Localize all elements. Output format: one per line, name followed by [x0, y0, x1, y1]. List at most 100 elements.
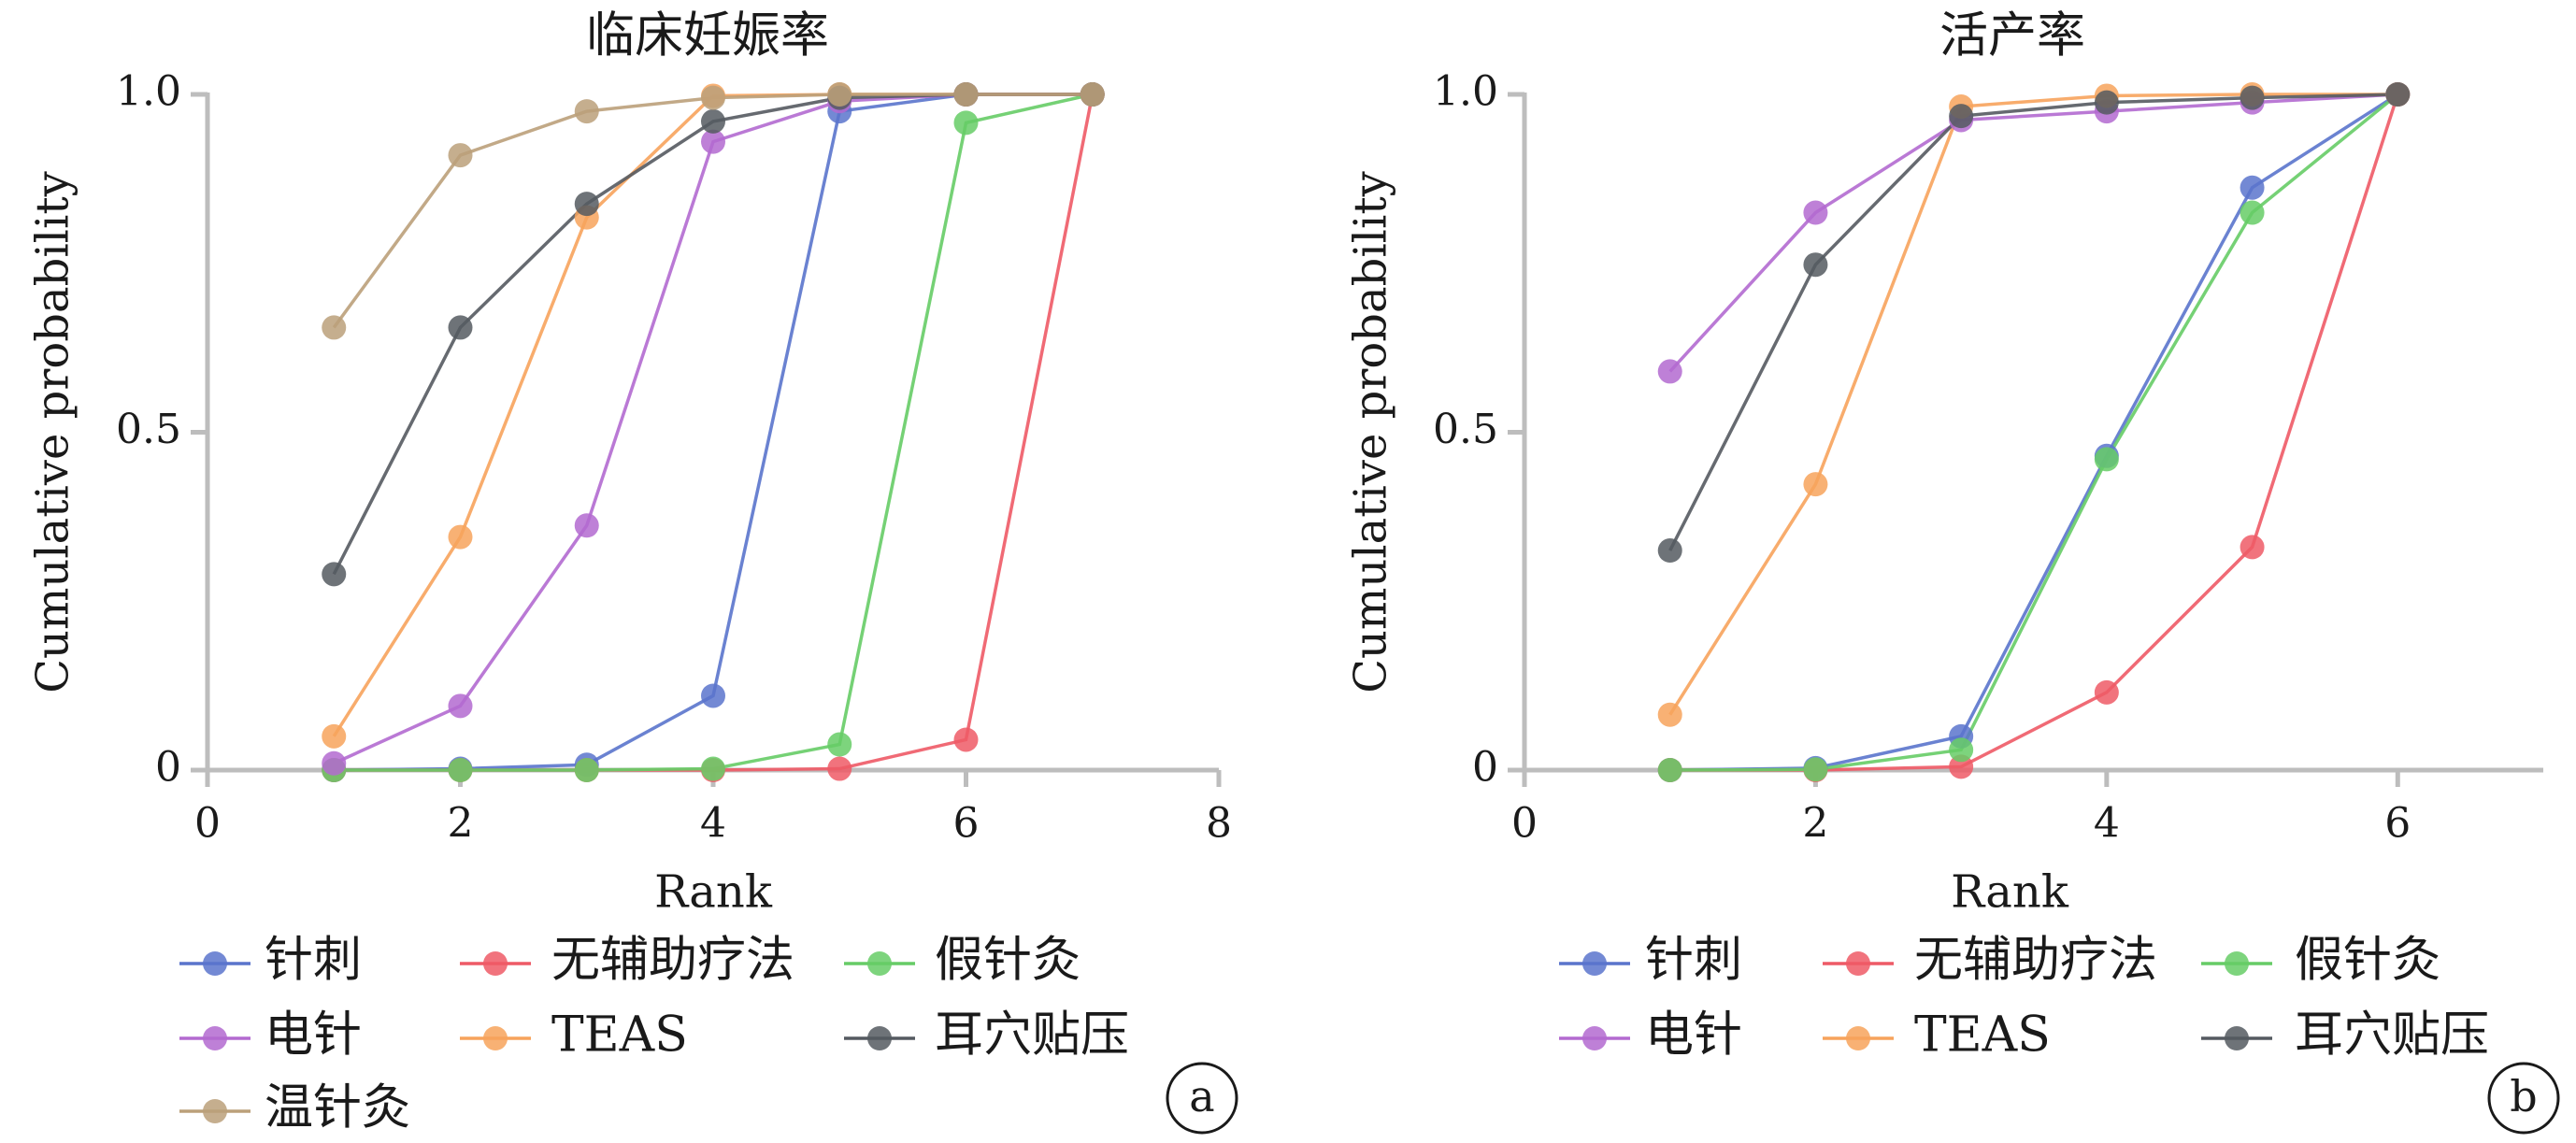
panel-letter-circle: [1166, 1062, 1238, 1135]
x-tick-label: 2: [1802, 800, 1828, 848]
legend-item: 电针: [179, 1007, 362, 1064]
y-tick-label: 1.0: [116, 68, 181, 116]
legend-swatch-marker: [203, 1026, 227, 1050]
series-line-5: [1668, 93, 2398, 551]
legend-item: TEAS: [1823, 1007, 2051, 1064]
panel-letter: a: [1189, 1071, 1214, 1122]
data-point: [574, 99, 599, 124]
legend-item: 耳穴贴压: [2201, 1007, 2489, 1064]
panel-letter-circle: [2487, 1062, 2560, 1135]
data-point: [448, 758, 473, 782]
y-tick-label: 0: [1472, 744, 1498, 792]
x-tick-label: 0: [1511, 800, 1538, 848]
legend-swatch-marker: [2225, 1026, 2249, 1050]
data-point: [1657, 359, 1682, 384]
data-point: [1657, 702, 1682, 727]
data-point: [2240, 85, 2265, 110]
legend-item: TEAS: [460, 1007, 688, 1064]
legend-label: 针刺: [1645, 933, 1742, 989]
y-tick-label: 1.0: [1433, 68, 1498, 116]
data-point: [1803, 200, 1828, 225]
legend-swatch-marker: [867, 951, 892, 976]
legend-swatch-marker: [1582, 1026, 1607, 1050]
legend-label: 针刺: [265, 933, 362, 989]
data-point: [953, 82, 979, 107]
legend-item: 电针: [1559, 1007, 1742, 1064]
series-line-4: [1668, 93, 2398, 716]
data-point: [2240, 535, 2265, 560]
legend-label: 耳穴贴压: [2295, 1007, 2489, 1064]
series-line-1: [334, 93, 1095, 772]
y-axis-title: Cumulative probability: [1345, 171, 1397, 693]
x-tick-label: 2: [448, 800, 474, 848]
x-axis-title: Rank: [654, 866, 773, 919]
legend-label: 电针: [1645, 1007, 1742, 1064]
data-point: [827, 756, 852, 781]
legend-item: 假针灸: [844, 933, 1080, 989]
legend-label: TEAS: [1914, 1007, 2051, 1064]
series-line-4: [332, 93, 1093, 737]
legend-item: 针刺: [1559, 933, 1742, 989]
x-tick-label: 4: [2094, 800, 2120, 848]
legend-label: 温针灸: [265, 1080, 410, 1136]
legend-swatch-marker: [1846, 951, 1870, 976]
legend-swatch-marker: [1846, 1026, 1870, 1050]
data-point: [448, 143, 473, 168]
legend-swatch-marker: [203, 1099, 227, 1123]
legend-label: TEAS: [551, 1007, 688, 1064]
data-point: [448, 315, 473, 340]
data-point: [1949, 104, 1974, 129]
legend-swatch-marker: [867, 1026, 892, 1050]
legend-swatch-marker: [2225, 951, 2249, 976]
series-line-3: [1668, 93, 2398, 373]
data-point: [2240, 175, 2265, 200]
legend-label: 假针灸: [935, 933, 1080, 989]
data-point: [2385, 82, 2411, 107]
data-point: [322, 562, 347, 587]
chart-panel-a: 临床妊娠率 0 0.5 1.0 0 2 4 6 8 Rank Cumulative probabil…: [27, 8, 1238, 1136]
data-point: [2094, 447, 2119, 472]
data-point: [1657, 538, 1682, 564]
legend-swatch-marker: [483, 1026, 508, 1050]
data-point: [701, 108, 725, 134]
legend-label: 假针灸: [2295, 933, 2440, 989]
legend-item: 针刺: [179, 933, 362, 989]
data-point: [574, 192, 599, 217]
data-point: [1080, 82, 1105, 107]
data-point: [2094, 679, 2119, 705]
data-point: [827, 732, 852, 757]
data-point: [701, 756, 725, 781]
data-point: [2094, 90, 2119, 115]
legend-item: 无辅助疗法: [460, 933, 794, 989]
data-point: [1949, 754, 1974, 779]
data-point: [1803, 252, 1828, 278]
x-tick-label: 4: [700, 800, 726, 848]
data-point: [701, 683, 725, 708]
x-tick-label: 6: [2384, 800, 2411, 848]
legend-label: 无辅助疗法: [1914, 933, 2157, 989]
data-point: [322, 723, 347, 749]
chart-title: 临床妊娠率: [586, 8, 829, 64]
chart-title: 活产率: [1939, 8, 2085, 64]
data-point: [1803, 757, 1828, 782]
series-line-5: [332, 93, 1093, 576]
data-point: [953, 727, 979, 752]
y-tick-label: 0.5: [1433, 406, 1498, 453]
data-point: [448, 524, 473, 550]
data-point: [1657, 758, 1682, 782]
series-line-3: [333, 93, 1093, 765]
data-point: [701, 85, 725, 110]
data-point: [2240, 200, 2265, 225]
legend-label: 电针: [265, 1007, 362, 1064]
legend-item: 假针灸: [2201, 933, 2440, 989]
data-point: [1803, 472, 1828, 497]
x-tick-label: 6: [953, 800, 980, 848]
y-axis-title: Cumulative probability: [27, 171, 79, 693]
y-tick-label: 0: [155, 744, 181, 792]
legend-label: 无辅助疗法: [551, 933, 794, 989]
x-tick-label: 8: [1206, 800, 1232, 848]
legend-item: 温针灸: [179, 1080, 410, 1136]
